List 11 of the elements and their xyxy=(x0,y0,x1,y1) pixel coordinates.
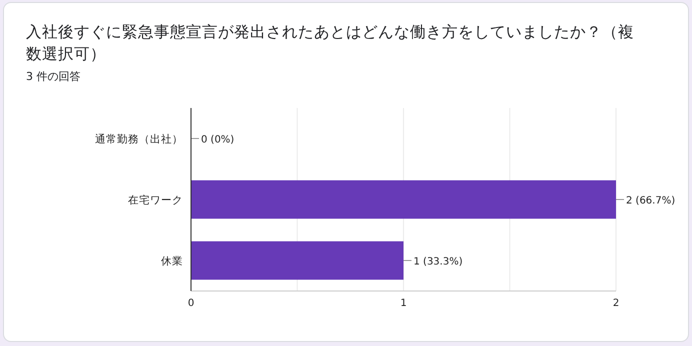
x-tick-label: 0 xyxy=(188,298,194,309)
x-tick-label: 1 xyxy=(400,298,407,309)
chart-title: 入社後すぐに緊急事態宣言が発出されたあとはどんな働き方をしていましたか？（複数選択可） xyxy=(26,22,635,65)
y-tick-label: 通常勤務（出社） xyxy=(95,132,183,146)
data-label: 1 (33.3%) xyxy=(414,256,463,268)
y-tick-label: 在宅ワーク xyxy=(128,194,183,206)
y-tick-label: 休業 xyxy=(161,256,183,268)
data-label: 0 (0%) xyxy=(201,134,234,146)
data-label: 2 (66.7%) xyxy=(626,196,676,206)
x-tick-label: 2 xyxy=(612,298,620,309)
text: 3 件の回答 xyxy=(26,69,80,84)
